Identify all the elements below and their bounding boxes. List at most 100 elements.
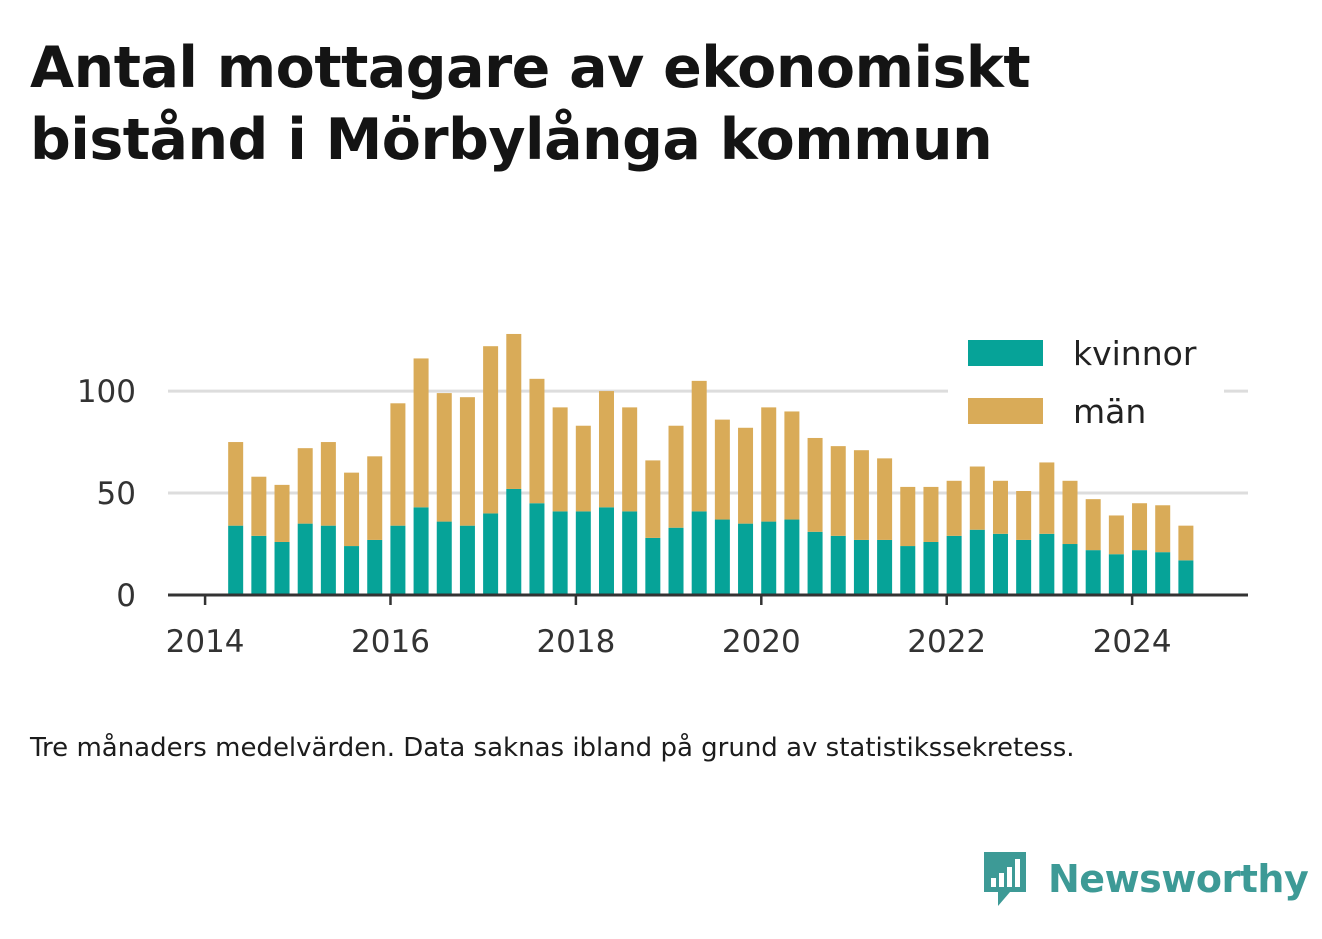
x-tick-label-2020: 2020 (722, 624, 801, 660)
bar-man-40 (1155, 505, 1171, 553)
bar-kvinnor-33 (992, 533, 1008, 595)
bar-kvinnor-36 (1062, 544, 1078, 595)
chart-title-line-2: bistånd i Mörbylånga kommun (30, 107, 993, 173)
x-tick-label-2016: 2016 (351, 624, 430, 660)
bar-man-9 (436, 393, 452, 522)
bar-kvinnor-38 (1108, 554, 1124, 595)
bar-kvinnor-10 (459, 525, 475, 595)
bar-kvinnor-1 (251, 535, 267, 595)
bar-man-30 (923, 486, 939, 542)
bar-man-3 (297, 448, 313, 524)
bar-man-17 (622, 407, 638, 512)
bar-man-39 (1132, 503, 1148, 551)
bar-man-31 (946, 480, 962, 536)
logo-bar-2 (999, 873, 1004, 887)
bar-man-23 (761, 407, 777, 522)
legend: kvinnor män (948, 325, 1224, 435)
bar-man-5 (344, 472, 360, 547)
bar-kvinnor-22 (738, 523, 754, 595)
bar-man-41 (1178, 525, 1194, 561)
bar-man-25 (807, 437, 823, 532)
brand[interactable]: Newsworthy (980, 848, 1309, 910)
stacked-bar-chart: 0 50 100 2014 2016 2018 2020 2022 2024 kvinnor mä… (76, 325, 1248, 660)
bar-man-29 (900, 486, 916, 547)
bar-kvinnor-17 (622, 511, 638, 595)
bar-man-10 (459, 397, 475, 526)
bar-man-18 (645, 460, 661, 538)
bar-kvinnor-3 (297, 523, 313, 595)
bar-kvinnor-28 (877, 539, 893, 595)
bar-man-19 (668, 425, 684, 528)
bar-kvinnor-7 (390, 525, 406, 595)
bar-man-32 (969, 466, 985, 530)
bar-kvinnor-8 (413, 507, 429, 595)
bar-man-38 (1108, 515, 1124, 555)
bar-kvinnor-23 (761, 521, 777, 595)
x-tick-label-2024: 2024 (1093, 624, 1172, 660)
chart-title: Antal mottagare av ekonomiskt bistånd i … (30, 32, 1230, 176)
x-tick-label-2022: 2022 (907, 624, 986, 660)
bar-man-26 (830, 446, 846, 536)
bar-man-12 (506, 333, 522, 489)
bar-kvinnor-15 (575, 511, 591, 595)
bar-man-36 (1062, 480, 1078, 545)
bar-man-16 (598, 391, 614, 508)
bar-man-21 (714, 419, 730, 520)
bar-man-13 (529, 378, 545, 504)
bar-kvinnor-40 (1155, 552, 1171, 595)
bar-kvinnor-14 (552, 511, 568, 595)
bar-man-35 (1039, 462, 1055, 534)
legend-label-1: män (1073, 392, 1146, 431)
bar-kvinnor-35 (1039, 533, 1055, 595)
bar-man-7 (390, 403, 406, 526)
logo-bar-4 (1015, 859, 1020, 887)
bar-man-11 (483, 346, 499, 514)
bar-kvinnor-20 (691, 511, 707, 595)
bar-kvinnor-29 (900, 546, 916, 595)
chart-caption: Tre månaders medelvärden. Data saknas ib… (30, 733, 1075, 763)
bar-man-22 (738, 427, 754, 524)
bar-kvinnor-39 (1132, 550, 1148, 595)
bar-kvinnor-37 (1085, 550, 1101, 595)
chart-title-line-1: Antal mottagare av ekonomiskt (30, 35, 1031, 101)
bar-man-2 (274, 484, 290, 542)
bar-kvinnor-18 (645, 537, 661, 595)
bar-man-6 (367, 456, 383, 540)
y-tick-label-50: 50 (97, 476, 136, 512)
bar-kvinnor-26 (830, 535, 846, 595)
bar-kvinnor-13 (529, 503, 545, 595)
bar-man-15 (575, 425, 591, 512)
bar-kvinnor-24 (784, 519, 800, 595)
bar-man-8 (413, 358, 429, 508)
bar-man-28 (877, 458, 893, 540)
bar-kvinnor-16 (598, 507, 614, 595)
bar-man-24 (784, 411, 800, 520)
bar-man-1 (251, 476, 267, 536)
bar-kvinnor-27 (853, 539, 869, 595)
bar-kvinnor-9 (436, 521, 452, 595)
newsworthy-logo-icon (984, 852, 1026, 906)
bar-man-14 (552, 407, 568, 512)
bar-man-0 (228, 442, 244, 526)
bar-man-20 (691, 380, 707, 512)
bar-kvinnor-30 (923, 541, 939, 595)
bar-kvinnor-6 (367, 539, 383, 595)
bar-kvinnor-19 (668, 527, 684, 595)
bar-man-33 (992, 480, 1008, 534)
logo-bar-3 (1007, 867, 1012, 887)
x-tick-label-2014: 2014 (166, 624, 245, 660)
logo-bar-1 (991, 878, 996, 887)
bar-man-4 (320, 442, 336, 526)
bar-kvinnor-31 (946, 535, 962, 595)
bar-man-34 (1016, 490, 1032, 540)
axes: 0 50 100 2014 2016 2018 2020 2022 2024 (77, 374, 1248, 660)
y-tick-label-0: 0 (116, 578, 136, 614)
bar-kvinnor-21 (714, 519, 730, 595)
bar-kvinnor-34 (1016, 539, 1032, 595)
x-tick-label-2018: 2018 (536, 624, 615, 660)
bar-kvinnor-5 (344, 546, 360, 595)
bar-kvinnor-4 (320, 525, 336, 595)
legend-swatch-0 (968, 340, 1043, 366)
y-tick-label-100: 100 (77, 374, 136, 410)
bar-man-37 (1085, 499, 1101, 551)
